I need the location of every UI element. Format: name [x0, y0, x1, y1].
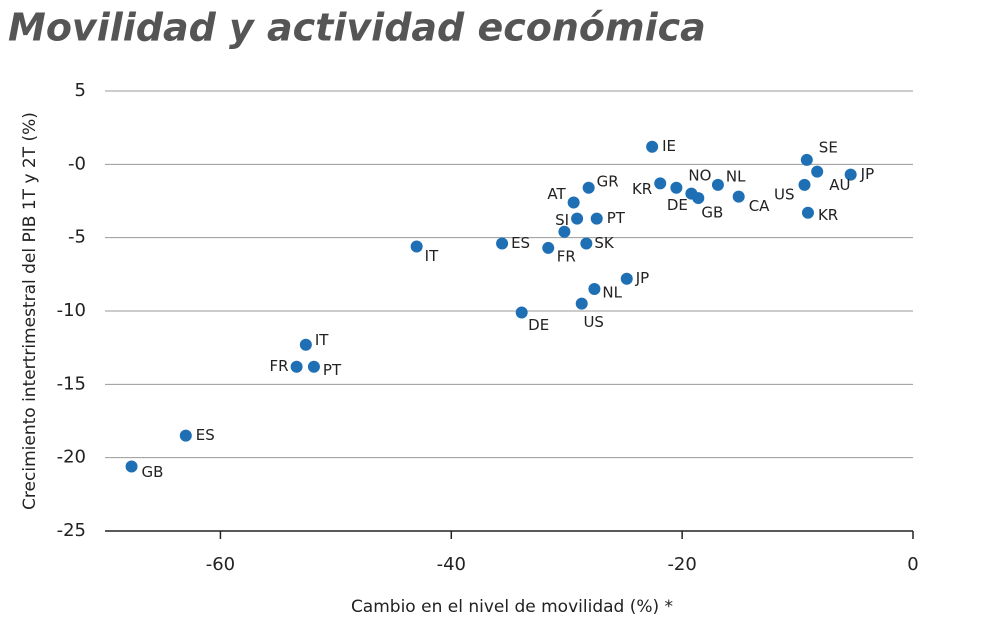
point [732, 190, 745, 203]
x-tick-label: 0 [907, 554, 918, 575]
point-label: AT [547, 185, 566, 203]
point [590, 212, 603, 225]
point [542, 241, 555, 254]
point [575, 297, 588, 310]
point [654, 177, 667, 190]
point [646, 140, 659, 153]
point [692, 192, 705, 205]
point-label: US [583, 313, 604, 331]
point [515, 306, 528, 319]
point-label: DE [667, 196, 688, 214]
point-label: IT [315, 331, 329, 349]
chart-title: Movilidad y actividad económica [8, 6, 706, 50]
point [571, 212, 584, 225]
point-label: CA [749, 197, 770, 215]
point [299, 338, 312, 351]
point-label: PT [607, 209, 626, 227]
point-label: SI [555, 211, 569, 229]
point [844, 168, 857, 181]
x-tick-label: -20 [667, 554, 696, 575]
point-label: PT [323, 361, 342, 379]
point [558, 225, 571, 238]
point-label: KR [818, 206, 838, 224]
point-label: GB [701, 204, 723, 222]
point [801, 206, 814, 219]
y-tick-label: -10 [57, 300, 86, 321]
point-label: FR [270, 357, 289, 375]
point-label: NL [602, 284, 622, 302]
point-label: JP [860, 165, 874, 183]
point [811, 165, 824, 178]
y-tick-label: -20 [57, 447, 86, 468]
point-label: JP [635, 269, 649, 287]
point-label: SE [819, 138, 838, 156]
point-label: SK [594, 234, 615, 252]
y-tick-label: -0 [68, 153, 86, 174]
point-label: FR [557, 247, 576, 265]
x-tick-label: -40 [437, 554, 466, 575]
y-tick-label: -5 [68, 227, 86, 248]
point [588, 283, 601, 295]
point-label: NO [688, 166, 711, 184]
point-label: IT [425, 247, 439, 265]
point [798, 178, 811, 191]
point [620, 272, 633, 285]
point-label: GB [142, 463, 164, 481]
point [800, 153, 813, 166]
point-label: ES [196, 426, 215, 444]
point-label: US [774, 185, 795, 203]
point-label: ES [511, 234, 530, 252]
point-label: IE [662, 137, 676, 155]
point [290, 360, 303, 373]
point [582, 181, 595, 194]
point-label: KR [632, 180, 652, 198]
point [496, 237, 509, 250]
point [711, 178, 724, 191]
point [580, 237, 593, 250]
point-label: AU [829, 176, 850, 194]
point [307, 360, 320, 373]
point [567, 196, 580, 209]
point [125, 460, 138, 473]
point [410, 240, 423, 253]
point [179, 429, 192, 442]
x-axis-label: Cambio en el nivel de movilidad (%) * [351, 597, 673, 617]
point [670, 181, 683, 194]
point-label: NL [726, 167, 746, 185]
y-axis-label: Crecimiento intertrimestral del PIB 1T y… [20, 112, 40, 510]
x-tick-label: -60 [206, 554, 235, 575]
point-label: DE [528, 316, 549, 334]
point-label: GR [597, 172, 619, 190]
y-tick-label: 5 [75, 80, 86, 101]
y-tick-label: -25 [57, 520, 86, 541]
y-tick-label: -15 [57, 373, 86, 394]
